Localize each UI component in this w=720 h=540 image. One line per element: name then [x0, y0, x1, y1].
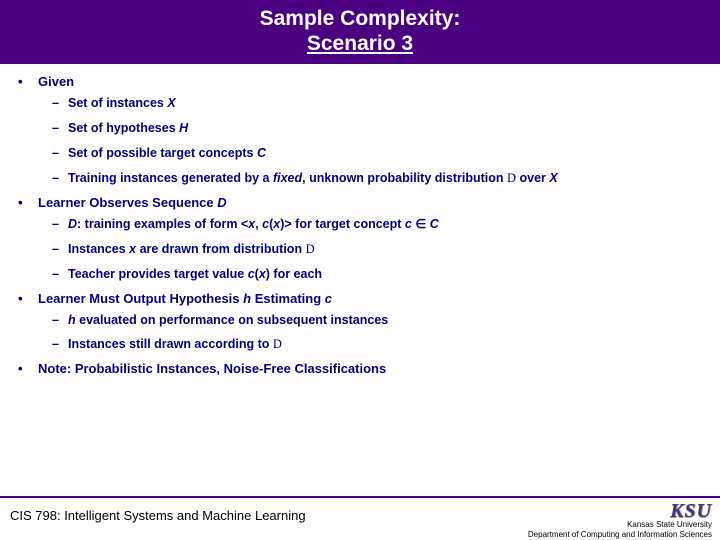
list-item: –Instances still drawn according to D	[52, 336, 702, 353]
list-item: –Set of possible target concepts C	[52, 145, 702, 162]
list-item: –Set of hypotheses H	[52, 120, 702, 137]
section-heading: •Note: Probabilistic Instances, Noise-Fr…	[18, 361, 702, 376]
slide-content: •Given–Set of instances X–Set of hypothe…	[0, 64, 720, 376]
list-item-text: D: training examples of form <x, c(x)> f…	[68, 216, 439, 233]
footer-department: Department of Computing and Information …	[528, 531, 712, 540]
list-item-text: Set of hypotheses H	[68, 120, 188, 137]
footer-affiliation: KSU Kansas State University Department o…	[528, 502, 712, 540]
footer-university: Kansas State University	[528, 521, 712, 530]
slide-title-bar: Sample Complexity: Scenario 3	[0, 0, 720, 64]
dash-icon: –	[52, 216, 68, 233]
list-item-text: h evaluated on performance on subsequent…	[68, 312, 388, 329]
list-item: –Instances x are drawn from distribution…	[52, 241, 702, 258]
list-item-text: Set of possible target concepts C	[68, 145, 266, 162]
section-heading: •Given	[18, 74, 702, 89]
list-item-text: Teacher provides target value c(x) for e…	[68, 266, 322, 283]
dash-icon: –	[52, 241, 68, 258]
dash-icon: –	[52, 312, 68, 329]
bullet-icon: •	[18, 195, 38, 210]
section-heading-text: Learner Observes Sequence D	[38, 195, 227, 210]
list-item: –Set of instances X	[52, 95, 702, 112]
list-item: –Training instances generated by a fixed…	[52, 170, 702, 187]
list-item-text: Instances x are drawn from distribution …	[68, 241, 315, 258]
dash-icon: –	[52, 336, 68, 353]
list-item: –Teacher provides target value c(x) for …	[52, 266, 702, 283]
dash-icon: –	[52, 266, 68, 283]
list-item: –D: training examples of form <x, c(x)> …	[52, 216, 702, 233]
list-item: –h evaluated on performance on subsequen…	[52, 312, 702, 329]
footer-course: CIS 798: Intelligent Systems and Machine…	[10, 508, 306, 523]
bullet-icon: •	[18, 291, 38, 306]
bullet-icon: •	[18, 74, 38, 89]
dash-icon: –	[52, 170, 68, 187]
list-item-text: Set of instances X	[68, 95, 176, 112]
ksu-logo: KSU	[528, 502, 712, 520]
slide-footer: CIS 798: Intelligent Systems and Machine…	[0, 496, 720, 540]
section-heading-text: Note: Probabilistic Instances, Noise-Fre…	[38, 361, 386, 376]
section-heading-text: Learner Must Output Hypothesis h Estimat…	[38, 291, 332, 306]
bullet-icon: •	[18, 361, 38, 376]
dash-icon: –	[52, 145, 68, 162]
title-line-1: Sample Complexity:	[0, 6, 720, 31]
list-item-text: Instances still drawn according to D	[68, 336, 282, 353]
dash-icon: –	[52, 95, 68, 112]
dash-icon: –	[52, 120, 68, 137]
section-heading-text: Given	[38, 74, 74, 89]
list-item-text: Training instances generated by a fixed,…	[68, 170, 558, 187]
section-heading: •Learner Must Output Hypothesis h Estima…	[18, 291, 702, 306]
section-heading: •Learner Observes Sequence D	[18, 195, 702, 210]
title-line-2: Scenario 3	[0, 31, 720, 56]
